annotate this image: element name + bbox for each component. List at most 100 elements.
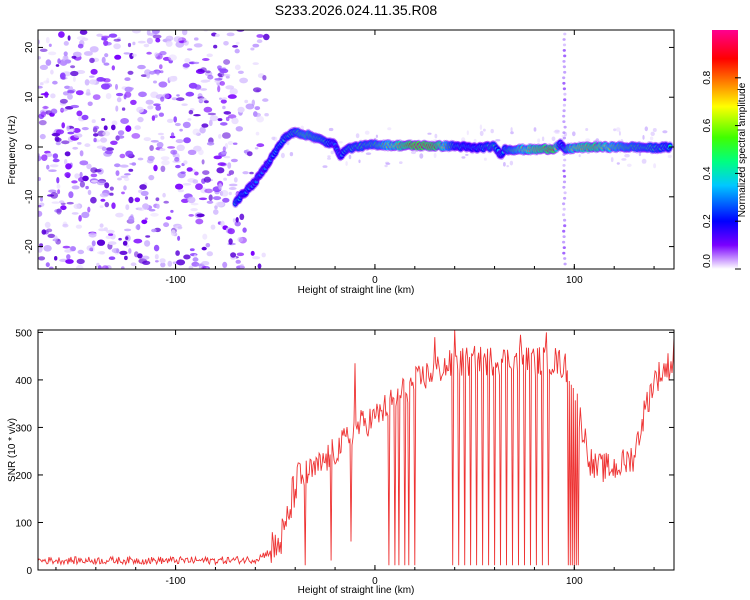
noise-blob <box>222 146 226 153</box>
noise-blob <box>101 146 107 151</box>
noise-blob <box>90 196 97 204</box>
scatter-blob <box>495 139 501 142</box>
noise-blob <box>75 224 82 229</box>
noise-blob <box>48 43 52 47</box>
noise-blob <box>154 114 158 118</box>
noise-blob <box>93 137 97 143</box>
noise-blob <box>123 185 127 191</box>
heatmap-ytick-label: 10 <box>24 91 35 103</box>
noise-blob <box>254 106 261 111</box>
noise-blob <box>39 48 48 52</box>
noise-blob <box>189 248 195 252</box>
heatmap-xtick-label: 100 <box>566 275 583 286</box>
noise-blob <box>252 62 259 65</box>
noise-blob <box>76 110 83 117</box>
scatter-blob <box>624 153 630 158</box>
noise-blob <box>134 197 141 203</box>
colorbar-tick-label: 0.6 <box>702 118 713 132</box>
noise-blob <box>38 120 47 126</box>
noise-blob <box>102 130 111 137</box>
noise-blob <box>227 162 232 169</box>
scatter-blob <box>327 155 331 158</box>
noise-blob <box>152 30 160 35</box>
noise-blob <box>116 92 124 97</box>
scatter-blob <box>541 136 545 142</box>
noise-blob <box>62 245 71 249</box>
noise-blob <box>245 103 255 110</box>
noise-blob <box>50 108 58 115</box>
scatter-blob <box>650 131 654 136</box>
scatter-blob <box>615 127 621 132</box>
noise-blob <box>213 209 219 215</box>
scatter-blob <box>473 138 477 144</box>
noise-blob <box>107 241 117 246</box>
streak-dot <box>563 218 567 222</box>
noise-blob <box>171 97 178 101</box>
noise-blob <box>228 183 238 187</box>
noise-blob <box>81 127 89 131</box>
noise-blob <box>113 43 121 50</box>
noise-blob <box>201 246 207 251</box>
noise-blob <box>180 171 186 175</box>
noise-blob <box>225 116 230 122</box>
scatter-blob <box>510 127 513 132</box>
streak-dot <box>562 43 567 47</box>
noise-blob <box>55 137 62 142</box>
noise-blob <box>264 113 269 117</box>
streak-dot <box>563 257 567 260</box>
noise-blob <box>45 110 53 115</box>
noise-blob <box>232 142 238 145</box>
noise-blob <box>44 221 51 228</box>
streak-dot <box>562 120 566 123</box>
scatter-blob <box>610 157 614 163</box>
streak-dot <box>562 114 566 118</box>
noise-blob <box>174 122 181 127</box>
noise-blob <box>64 172 71 178</box>
scatter-blob <box>419 153 424 159</box>
scatter-blob <box>644 126 648 132</box>
snr-ylabel: SNR (10 * v/v) <box>7 418 18 482</box>
noise-blob <box>219 81 225 86</box>
noise-blob <box>172 75 178 80</box>
noise-blob <box>208 194 213 201</box>
noise-blob <box>139 184 147 190</box>
noise-blob <box>105 235 113 239</box>
noise-blob <box>182 30 188 36</box>
noise-blob <box>188 82 198 89</box>
noise-blob <box>217 65 223 69</box>
scatter-blob <box>533 127 537 132</box>
noise-blob <box>227 228 235 235</box>
heatmap-frame <box>37 29 675 270</box>
scatter-blob <box>479 130 484 137</box>
noise-blob <box>87 101 93 107</box>
noise-blob <box>207 112 217 116</box>
noise-blob <box>55 64 60 67</box>
noise-blob <box>93 125 100 130</box>
noise-blob <box>137 64 146 70</box>
scatter-blob <box>662 130 668 134</box>
noise-blob <box>222 197 230 203</box>
noise-blob <box>56 208 62 215</box>
noise-blob <box>195 183 203 190</box>
noise-blob <box>86 245 94 252</box>
streak-dot <box>563 125 567 129</box>
noise-blob <box>209 115 219 122</box>
noise-blob <box>55 129 65 135</box>
noise-blob <box>69 128 75 132</box>
noise-blob <box>79 181 85 188</box>
scatter-blob <box>433 153 437 158</box>
scatter-blob <box>652 128 657 132</box>
noise-blob <box>203 106 213 113</box>
scatter-blob <box>461 137 466 143</box>
noise-blob <box>239 213 245 220</box>
noise-blob <box>231 117 239 125</box>
noise-blob <box>83 51 93 56</box>
noise-blob <box>159 64 163 70</box>
scatter-blob <box>509 160 514 166</box>
noise-blob <box>187 149 197 155</box>
noise-blob <box>119 250 128 255</box>
snr-series-line <box>38 330 674 566</box>
noise-blob <box>205 243 211 248</box>
noise-blob <box>115 83 118 90</box>
snr-xtick-label: 0 <box>372 576 378 587</box>
